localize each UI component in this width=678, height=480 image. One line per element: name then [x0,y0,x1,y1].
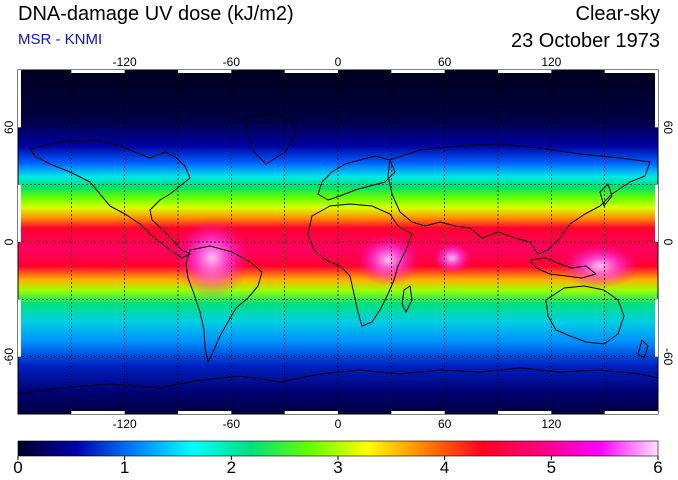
longitude-label-bottom: -120 [113,417,137,431]
graticule [18,70,658,414]
hotspot-africa [356,234,420,286]
colorbar-tick-label: 3 [333,458,343,477]
frame-tick-bar-top [391,70,445,73]
longitude-label-top: 60 [438,55,452,69]
frame-tick-bar-top [71,70,125,73]
sky-condition-label: Clear-sky [575,3,660,25]
frame-tick-bar-bottom [178,411,232,414]
longitude-label-top: -120 [113,55,137,69]
frame-tick-bar-bottom [391,411,445,414]
longitude-label-top: -60 [223,55,241,69]
colorbar-tick-label: 2 [226,458,237,477]
uv-dose-map: -120 -120 -60 -60 0 0 60 60 120 120 60 60 0 0 -60 -60 [2,55,675,460]
data-source-label: MSR - KNMI [18,31,103,48]
coastline-indonesia [529,257,597,279]
colorbar-ticks [17,456,659,460]
latitude-label-right: 0 [661,239,675,246]
coastline-madagascar [401,285,413,313]
latitude-label-right: -60 [661,348,675,366]
frame-tick-bar-bottom [71,411,125,414]
longitude-label-top: 0 [335,55,342,69]
coastline-japan [599,183,613,207]
longitude-label-bottom: -60 [223,417,241,431]
hotspot-indian-ocean [432,242,472,274]
colorbar-tick-label: 6 [653,458,663,477]
coastline-europe [317,155,396,201]
map-title: DNA-damage UV dose (kJ/m2) [18,3,294,25]
longitude-label-bottom: 120 [541,417,561,431]
frame-tick-bar-bottom [498,411,552,414]
longitude-label-bottom: 0 [335,417,342,431]
frame-tick-bar-top [178,70,232,73]
coastline-australia [545,285,625,345]
hotspot-south-america [174,218,250,298]
coastline-north-america [29,139,191,259]
frame-tick-bar-left [18,70,21,128]
latitude-label-left: 0 [2,238,16,245]
colorbar-tick-label: 5 [546,458,557,477]
latitude-labels: 60 60 0 0 -60 -60 [2,120,675,365]
frame-tick-bar-left [18,299,21,357]
latitude-label-left: -60 [2,348,16,366]
longitude-labels: -120 -120 -60 -60 0 0 60 60 120 120 [113,55,562,431]
coastline-new-zealand [637,339,649,359]
frame-tick-bar-right [655,70,658,128]
colorbar [17,440,659,457]
colorbar-tick-label: 1 [119,458,130,477]
longitude-label-bottom: 60 [438,417,452,431]
frame-tick-bar-left [18,184,21,242]
frame-tick-bar-top [284,70,338,73]
frame-tick-bar-right [655,299,658,357]
frame-tick-bar-bottom [604,411,658,414]
longitude-label-top: 120 [541,55,561,69]
frame-tick-bar-top [604,70,658,73]
date-label: 23 October 1973 [511,30,660,52]
colorbar-tick-label: 4 [439,458,450,477]
coastline-asia [387,143,651,255]
colorbar-tick-label: 0 [13,458,23,477]
coastline-africa [307,203,413,327]
frame-tick-bar-top [498,70,552,73]
frame-tick-bars [18,70,658,414]
frame-tick-bar-right [655,184,658,242]
hotspot-pacific [560,244,640,288]
frame-tick-bar-bottom [284,411,338,414]
latitude-label-left: 60 [2,120,16,134]
coastline-south-america [185,245,263,363]
latitude-label-right: 60 [661,121,675,135]
coastline-antarctica [17,367,659,395]
